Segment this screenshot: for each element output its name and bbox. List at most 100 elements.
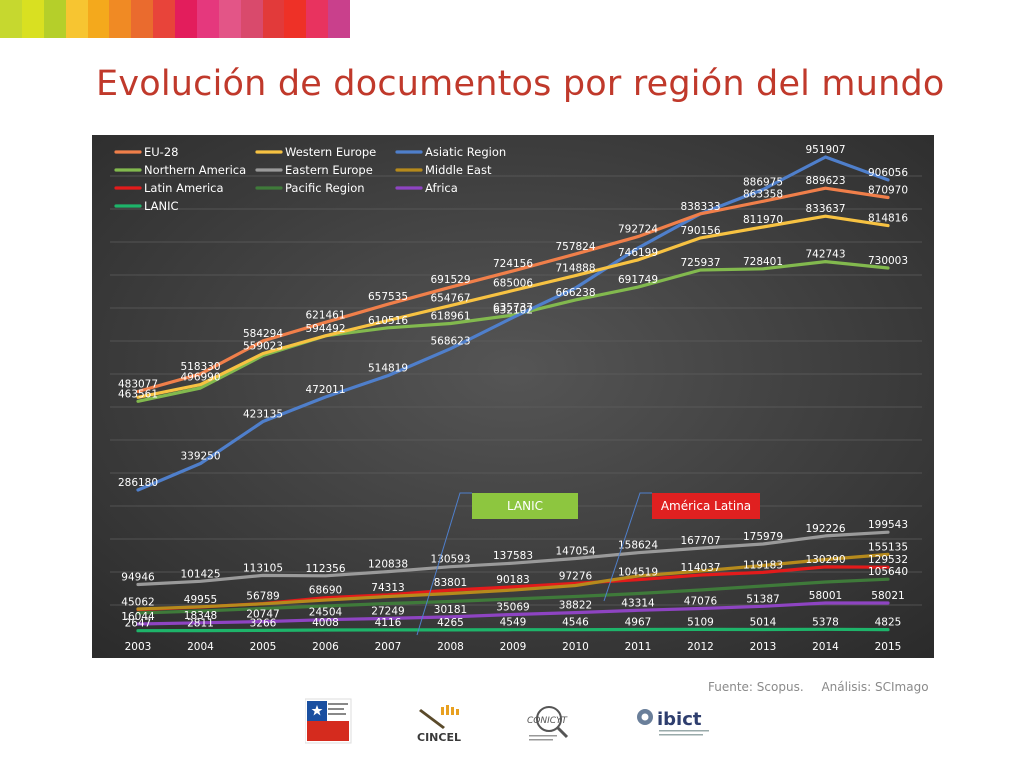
legend-label: Northern America — [144, 163, 246, 177]
analysis-text: Análisis: SCImago — [821, 680, 929, 694]
x-tick-label: 2004 — [187, 641, 214, 653]
data-label: 483077 — [118, 379, 158, 391]
data-label: 691529 — [430, 274, 470, 286]
data-label: 104519 — [618, 567, 658, 579]
data-label: 4967 — [625, 617, 652, 629]
data-label: 724156 — [493, 258, 533, 270]
legend-label: Asiatic Region — [425, 145, 506, 159]
data-label: 119183 — [743, 559, 783, 571]
data-label: 790156 — [680, 225, 720, 237]
color-strip-block — [218, 0, 241, 38]
data-label: 38822 — [559, 600, 592, 612]
color-strip-block — [43, 0, 66, 38]
data-label: 5378 — [812, 616, 839, 628]
data-label: 610516 — [368, 315, 408, 327]
legend-label: EU-28 — [144, 145, 178, 159]
data-label: 286180 — [118, 477, 158, 489]
series-line-northern-america — [136, 259, 890, 403]
data-label: 58001 — [809, 590, 842, 602]
data-label: 47076 — [684, 595, 718, 607]
data-label: 30181 — [434, 604, 467, 616]
data-label: 199543 — [868, 519, 908, 531]
data-label: 68690 — [309, 585, 342, 597]
conicyt-logo-text: CONICYT — [527, 716, 569, 726]
series-line-pacific-region — [136, 577, 890, 615]
color-strip-block — [284, 0, 307, 38]
data-label: 635737 — [493, 302, 533, 314]
cincel-logo-text: CINCEL — [417, 731, 461, 744]
data-label: 838333 — [680, 201, 720, 213]
color-strip-block — [65, 0, 88, 38]
data-label: 657535 — [368, 291, 408, 303]
data-label: 56789 — [246, 591, 279, 603]
color-strip-block — [328, 0, 350, 38]
color-strip-block — [175, 0, 197, 38]
callout-label: América Latina — [661, 499, 751, 513]
x-tick-label: 2003 — [125, 641, 152, 653]
x-tick-label: 2009 — [500, 641, 527, 653]
data-label: 654767 — [430, 293, 470, 305]
color-strip-block — [306, 0, 329, 38]
data-label: 2811 — [187, 618, 214, 630]
data-label: 792724 — [618, 224, 658, 236]
series-line-africa — [136, 601, 890, 626]
data-label: 137583 — [493, 550, 533, 562]
legend-label: Middle East — [425, 163, 492, 177]
data-label: 685006 — [493, 278, 533, 290]
x-tick-label: 2010 — [562, 641, 589, 653]
color-strip-block — [109, 0, 132, 38]
data-label: 463561 — [118, 388, 158, 400]
data-label: 514819 — [368, 363, 408, 375]
data-label: 757824 — [555, 241, 595, 253]
x-tick-label: 2014 — [812, 641, 839, 653]
callout-box — [472, 493, 578, 519]
data-label: 559023 — [243, 341, 283, 353]
data-label: 833637 — [805, 203, 845, 215]
data-label: 496990 — [180, 372, 220, 384]
data-label: 49955 — [184, 594, 217, 606]
color-strip-block — [196, 0, 219, 38]
x-tick-label: 2013 — [750, 641, 777, 653]
data-label: 666238 — [555, 287, 595, 299]
data-label: 94946 — [121, 572, 155, 584]
data-label: 113105 — [243, 562, 283, 574]
data-label: 129532 — [868, 554, 908, 566]
data-label: 618961 — [430, 311, 470, 323]
data-label: 725937 — [680, 257, 720, 269]
data-label: 889623 — [805, 175, 845, 187]
data-label: 58021 — [871, 590, 904, 602]
data-label: 45062 — [121, 596, 154, 608]
data-label: 130593 — [430, 554, 470, 566]
x-tick-label: 2012 — [687, 641, 714, 653]
data-label: 16044 — [121, 611, 155, 623]
data-label: 192226 — [805, 523, 845, 535]
source-text: Fuente: Scopus. — [708, 680, 804, 694]
color-strip-block — [87, 0, 110, 38]
color-strip-block — [153, 0, 175, 38]
color-strip-block — [21, 0, 44, 38]
ibict-logo: ibict — [635, 697, 725, 745]
data-label: 3266 — [250, 617, 277, 629]
series-line-lanic — [136, 627, 890, 633]
conicyt-logo: CONICYT — [523, 697, 579, 745]
data-label: 742743 — [805, 249, 845, 261]
data-label: 90183 — [496, 574, 529, 586]
x-tick-label: 2011 — [625, 641, 652, 653]
legend-label: Pacific Region — [285, 181, 365, 195]
data-label: 167707 — [680, 535, 720, 547]
data-label: 886975 — [743, 176, 783, 188]
partner-logos: CINCEL CONICYT ibict — [304, 697, 725, 749]
data-label: 43314 — [621, 597, 655, 609]
data-label: 4008 — [312, 617, 339, 629]
data-label: 691749 — [618, 274, 658, 286]
data-label: 155135 — [868, 541, 908, 553]
data-label: 83801 — [434, 577, 467, 589]
data-label: 4265 — [437, 617, 464, 629]
data-label: 518330 — [180, 361, 220, 373]
data-label: 814816 — [868, 213, 908, 225]
data-label: 101425 — [180, 568, 220, 580]
ibict-logo-text: ibict — [657, 709, 702, 730]
series-line-eu-28 — [136, 186, 890, 394]
data-label: 20747 — [246, 609, 279, 621]
source-note: Fuente: Scopus. Análisis: SCImago — [708, 680, 943, 694]
